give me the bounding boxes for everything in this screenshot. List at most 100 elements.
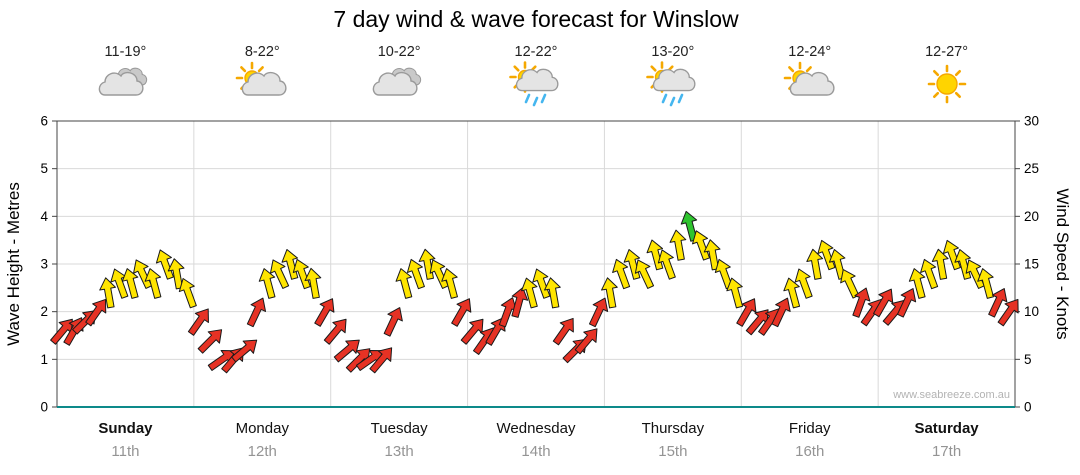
day-name: Friday: [788, 420, 831, 437]
right-axis-tick-label: 15: [1024, 257, 1039, 272]
day-date: 11th: [111, 443, 140, 460]
wind-arrow: [783, 277, 801, 309]
chart-title: 7 day wind & wave forecast for Winslow: [333, 6, 739, 32]
wind-arrow: [920, 258, 939, 290]
cloud-icon: [652, 68, 696, 92]
wind-arrow: [840, 269, 860, 299]
day-temp: 11-19°: [104, 44, 147, 60]
wind-arrow: [246, 297, 267, 328]
raindrop-icon: [669, 96, 676, 107]
wind-arrow: [292, 258, 311, 290]
day-name: Monday: [235, 420, 289, 437]
day-temp: 12-24°: [788, 44, 832, 60]
wind-arrow: [258, 268, 276, 299]
wind-arrow: [574, 328, 598, 355]
day-temp: 12-22°: [514, 44, 558, 60]
wind-arrow: [965, 259, 985, 289]
right-axis-tick-label: 30: [1024, 114, 1039, 129]
raindrop-icon: [540, 93, 547, 104]
weather-icon-partly-sunny: [231, 60, 293, 108]
left-axis-tick-label: 6: [40, 114, 48, 129]
day-name: Tuesday: [370, 420, 428, 437]
wind-arrow: [601, 277, 618, 309]
watermark: www.seabreeze.com.au: [893, 389, 1010, 401]
wind-arrow: [977, 268, 994, 299]
right-axis-tick-label: 5: [1024, 352, 1032, 367]
day-date: 17th: [931, 443, 962, 460]
day-temp: 13-20°: [651, 44, 695, 60]
wind-arrow: [997, 298, 1019, 327]
wind-arrow: [532, 268, 551, 299]
day-name: Saturday: [914, 420, 979, 437]
sun-ray: [805, 66, 812, 73]
left-axis-tick-label: 1: [40, 352, 48, 367]
wind-arrow: [144, 268, 162, 299]
wind-arrow: [771, 297, 791, 328]
raindrop-icon: [532, 96, 539, 107]
wind-arrow: [231, 339, 258, 363]
cloud-icon: [515, 68, 559, 92]
right-axis-tick-label: 10: [1024, 304, 1039, 319]
sun-ray: [650, 65, 657, 72]
wind-arrow: [588, 297, 609, 328]
raindrop-icon: [661, 93, 668, 104]
cloud-icon: [99, 71, 144, 96]
wind-arrow: [612, 258, 631, 290]
wind-arrow: [187, 308, 209, 336]
wind-arrow: [634, 259, 655, 289]
wind-arrow: [988, 288, 1008, 318]
day-name: Sunday: [98, 420, 153, 437]
sun-ray: [787, 66, 794, 73]
wind-arrow: [873, 288, 894, 318]
sun-ray: [954, 91, 961, 98]
day-date: 16th: [795, 443, 825, 460]
wind-arrow: [511, 287, 529, 318]
cloud-icon: [241, 71, 287, 96]
wind-arrow: [736, 298, 757, 327]
day-date: 14th: [521, 443, 551, 460]
wind-arrow: [133, 259, 153, 289]
wind-arrow: [669, 229, 687, 261]
sun-ray: [932, 70, 939, 77]
wind-arrow: [178, 278, 197, 309]
wind-arrow: [406, 258, 425, 290]
day-temp: 12-27°: [925, 44, 969, 60]
day-date: 15th: [658, 443, 688, 460]
wind-arrow: [896, 288, 917, 318]
wind-arrow: [703, 239, 721, 271]
wind-arrow: [121, 268, 139, 299]
weather-icon-partly-sunny: [779, 60, 841, 108]
day-date: 12th: [247, 443, 277, 460]
wind-arrow: [197, 329, 223, 354]
wind-arrow: [304, 267, 322, 299]
wind-arrow: [852, 287, 871, 318]
wind-arrow: [269, 259, 290, 289]
wind-arrow: [333, 339, 360, 363]
raindrop-icon: [677, 93, 684, 104]
raindrop-icon: [524, 93, 531, 104]
day-date: 13th: [384, 443, 414, 460]
cloud-icon: [789, 71, 835, 96]
wind-arrow: [657, 249, 676, 280]
right-axis-tick-label: 25: [1024, 161, 1039, 176]
sun-ray: [954, 70, 961, 77]
wind-arrow: [806, 248, 824, 280]
weather-icon-sunny: [916, 60, 978, 108]
day-name: Wednesday: [496, 420, 576, 437]
left-axis-tick-label: 3: [40, 257, 48, 272]
wind-arrow: [395, 268, 413, 299]
wind-arrow: [441, 268, 458, 299]
wind-arrow: [167, 258, 185, 290]
cloud-icon: [372, 71, 418, 96]
day-temp: 8-22°: [244, 44, 280, 60]
wind-arrow: [155, 249, 174, 280]
wind-arrow: [908, 268, 926, 299]
day-temp: 10-22°: [377, 44, 421, 60]
wind-arrow: [369, 347, 393, 374]
weather-icon-showers: [505, 60, 567, 108]
wind-arrow: [85, 298, 107, 327]
right-axis-tick-label: 20: [1024, 209, 1039, 224]
day-name: Thursday: [641, 420, 705, 437]
